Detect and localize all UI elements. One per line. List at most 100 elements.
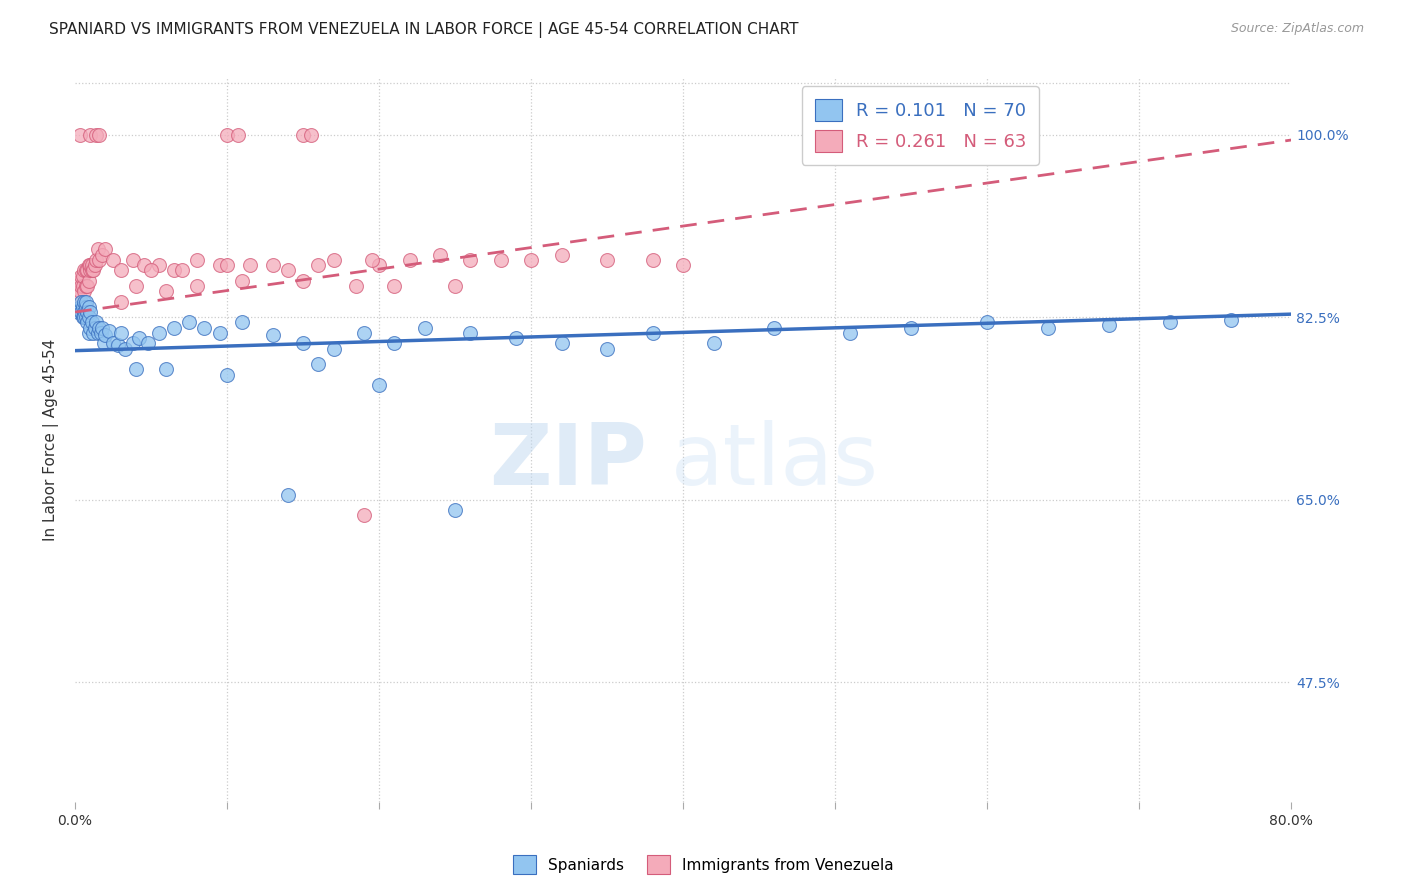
Point [596,342,619,356]
Point [83,258,105,272]
Point [976,316,998,330]
Point [82,263,104,277]
Point [91,248,114,262]
Point [839,326,862,340]
Point [262,328,284,343]
Point [900,320,922,334]
Point [73,305,96,319]
Point [163,320,186,334]
Point [89,320,111,334]
Point [70,294,93,309]
Point [132,258,155,272]
Point [1098,318,1121,332]
Point [82,326,104,340]
Point [1159,316,1181,330]
Point [360,252,382,267]
Point [277,487,299,501]
Point [307,258,329,272]
Point [231,316,253,330]
Point [208,258,231,272]
Point [128,331,150,345]
Point [292,128,315,142]
Legend: R = 0.101   N = 70, R = 0.261   N = 63: R = 0.101 N = 70, R = 0.261 N = 63 [801,87,1039,165]
Point [89,252,111,267]
Point [69,300,91,314]
Point [101,336,124,351]
Point [101,252,124,267]
Point [262,258,284,272]
Point [163,263,186,277]
Point [231,274,253,288]
Point [90,326,112,340]
Point [73,263,96,277]
Point [505,331,527,345]
Point [148,326,170,340]
Text: atlas: atlas [671,420,879,503]
Point [73,310,96,325]
Point [87,243,110,257]
Point [703,336,725,351]
Point [136,336,159,351]
Point [520,252,543,267]
Point [87,326,110,340]
Point [179,316,201,330]
Point [277,263,299,277]
Point [69,284,91,298]
Point [353,508,375,523]
Point [93,336,115,351]
Point [91,320,114,334]
Point [86,128,108,142]
Point [429,248,451,262]
Point [75,263,97,277]
Point [292,336,315,351]
Point [79,258,101,272]
Point [86,316,108,330]
Point [672,258,695,272]
Point [75,279,97,293]
Point [139,263,162,277]
Point [444,279,467,293]
Point [76,305,98,319]
Text: ZIP: ZIP [489,420,647,503]
Point [217,368,239,382]
Point [322,252,344,267]
Point [80,263,103,277]
Point [1219,313,1241,327]
Point [72,300,94,314]
Point [155,362,177,376]
Y-axis label: In Labor Force | Age 45-54: In Labor Force | Age 45-54 [44,339,59,541]
Legend: Spaniards, Immigrants from Venezuela: Spaniards, Immigrants from Venezuela [506,849,900,880]
Point [1036,320,1059,334]
Point [77,310,100,325]
Point [217,128,239,142]
Text: SPANIARD VS IMMIGRANTS FROM VENEZUELA IN LABOR FORCE | AGE 45-54 CORRELATION CHA: SPANIARD VS IMMIGRANTS FROM VENEZUELA IN… [49,22,799,38]
Point [641,326,664,340]
Point [368,378,391,392]
Point [292,274,315,288]
Point [596,252,619,267]
Point [489,252,512,267]
Text: Source: ZipAtlas.com: Source: ZipAtlas.com [1230,22,1364,36]
Point [75,300,97,314]
Point [444,503,467,517]
Point [69,274,91,288]
Point [322,342,344,356]
Point [70,268,93,283]
Point [76,279,98,293]
Point [79,320,101,334]
Point [114,342,136,356]
Point [77,258,100,272]
Point [398,252,420,267]
Point [550,336,572,351]
Point [72,279,94,293]
Point [193,320,215,334]
Point [641,252,664,267]
Point [73,284,96,298]
Point [550,248,572,262]
Point [107,338,129,352]
Point [80,258,103,272]
Point [344,279,367,293]
Point [460,252,482,267]
Point [73,294,96,309]
Point [155,284,177,298]
